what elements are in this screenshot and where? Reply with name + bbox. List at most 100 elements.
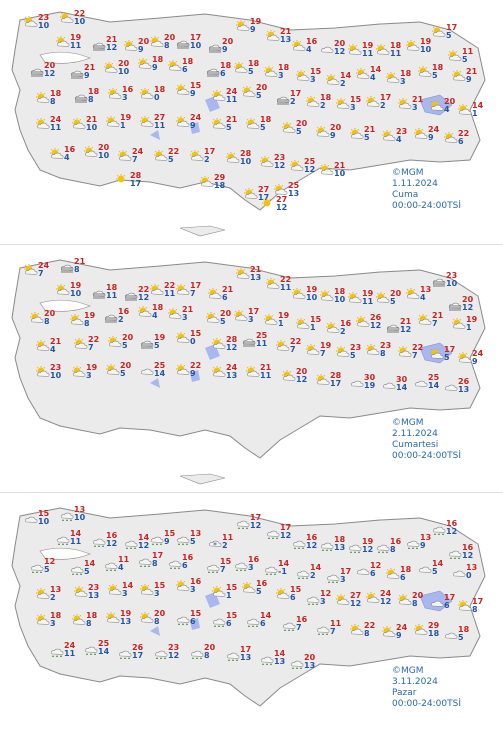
- sun-cloud-icon: [458, 600, 472, 612]
- max-temperature: 18: [334, 535, 346, 544]
- temperature-readout: 16 7: [296, 616, 307, 632]
- temperature-readout: 20 8: [154, 610, 165, 626]
- country-outline: [11, 259, 486, 459]
- rain-icon: [316, 622, 330, 635]
- max-temperature: 26: [132, 643, 144, 652]
- sun-cloud-icon: [398, 98, 412, 110]
- min-temperature: 5: [44, 565, 50, 574]
- temperature-readout: 20 5: [220, 310, 231, 326]
- min-temperature: 8: [88, 95, 94, 104]
- sun-cloud-icon: [264, 66, 278, 78]
- temperature-readout: 19 9: [250, 18, 261, 34]
- max-temperature: 24: [190, 113, 202, 122]
- fog-icon: [432, 274, 446, 287]
- temperature-readout: 18 3: [400, 70, 411, 86]
- temperature-readout: 22 7: [88, 336, 99, 352]
- min-temperature: 4: [420, 293, 426, 302]
- max-temperature: 22: [458, 129, 470, 138]
- max-temperature: 17: [280, 523, 292, 532]
- min-temperature: 12: [226, 343, 238, 352]
- sun-cloud-icon: [292, 288, 306, 300]
- min-temperature: 17: [130, 179, 142, 188]
- rain-icon: [168, 556, 182, 569]
- temperature-readout: 17 10: [190, 34, 201, 50]
- max-temperature: 20: [118, 59, 130, 68]
- min-temperature: 11: [260, 371, 272, 380]
- max-temperature: 19: [362, 289, 374, 298]
- max-temperature: 20: [444, 97, 456, 106]
- max-temperature: 17: [444, 345, 456, 354]
- cloud-icon: [140, 364, 154, 376]
- rain-icon: [30, 560, 44, 573]
- fog-icon: [124, 288, 138, 301]
- forecast-panel-day3: ©MGM 3.11.2024 Pazar 00:00-24:00TSİ 15 10…: [0, 496, 503, 738]
- min-temperature: 6: [220, 69, 226, 78]
- min-temperature: 11: [106, 291, 118, 300]
- max-temperature: 20: [304, 653, 316, 662]
- temperature-readout: 26 12: [370, 314, 381, 330]
- rain-icon: [406, 536, 420, 549]
- max-temperature: 29: [428, 621, 440, 630]
- min-temperature: 5: [122, 341, 128, 350]
- max-temperature: 23: [396, 127, 408, 136]
- min-temperature: 12: [138, 541, 150, 550]
- sun-cloud-icon: [430, 100, 444, 112]
- sun-cloud-icon: [236, 268, 250, 280]
- min-temperature: 13: [334, 543, 346, 552]
- sun-cloud-icon: [212, 90, 226, 102]
- temperature-readout: 17 13: [240, 646, 251, 662]
- rain-icon: [60, 508, 74, 521]
- cloud-icon: [382, 378, 396, 390]
- max-temperature: 24: [428, 125, 440, 134]
- min-temperature: 14: [154, 369, 166, 378]
- min-temperature: 13: [458, 385, 470, 394]
- sun-cloud-icon: [326, 74, 340, 86]
- temperature-readout: 14 1: [472, 102, 483, 118]
- rain-icon: [150, 532, 164, 545]
- sea-of-marmara: [39, 51, 91, 64]
- max-temperature: 25: [428, 373, 440, 382]
- min-temperature: 8: [412, 599, 418, 608]
- cyprus: [179, 473, 226, 485]
- temperature-readout: 19 5: [154, 334, 165, 350]
- rain-icon: [190, 646, 204, 659]
- max-temperature: 25: [256, 331, 268, 340]
- sun-cloud-icon: [386, 568, 400, 580]
- min-temperature: 4: [396, 135, 402, 144]
- temperature-readout: 30 14: [396, 376, 407, 392]
- sun-cloud-icon: [176, 284, 190, 296]
- cloud-icon: [24, 512, 38, 524]
- min-temperature: 12: [304, 165, 316, 174]
- sun-cloud-icon: [206, 312, 220, 324]
- max-temperature: 17: [290, 89, 302, 98]
- max-temperature: 15: [190, 609, 202, 618]
- temperature-readout: 24 13: [226, 364, 237, 380]
- min-temperature: 3: [50, 619, 56, 628]
- min-temperature: 10: [86, 123, 98, 132]
- temperature-readout: 25 11: [256, 332, 267, 348]
- min-temperature: 2: [118, 315, 124, 324]
- min-temperature: 19: [364, 381, 376, 390]
- min-temperature: 8: [380, 349, 386, 358]
- min-temperature: 2: [340, 327, 346, 336]
- sun-cloud-icon: [444, 132, 458, 144]
- min-temperature: 12: [106, 43, 118, 52]
- temperature-readout: 20 8: [204, 644, 215, 660]
- max-temperature: 20: [462, 295, 474, 304]
- max-temperature: 30: [396, 375, 408, 384]
- min-temperature: 3: [122, 93, 128, 102]
- min-temperature: 5: [296, 127, 302, 136]
- temperature-readout: 20 13: [304, 654, 315, 670]
- min-temperature: 12: [106, 539, 118, 548]
- max-temperature: 12: [320, 589, 332, 598]
- temperature-readout: 14 11: [70, 530, 81, 546]
- max-temperature: 17: [380, 93, 392, 102]
- temperature-readout: 21 10: [86, 116, 97, 132]
- temperature-readout: 16 2: [118, 308, 129, 324]
- sun-cloud-icon: [316, 374, 330, 386]
- sun-cloud-icon: [36, 118, 50, 130]
- sun-cloud-icon: [246, 118, 260, 130]
- temperature-readout: 17 2: [204, 148, 215, 164]
- temperature-readout: 19 10: [70, 282, 81, 298]
- sun-cloud-icon: [36, 588, 50, 600]
